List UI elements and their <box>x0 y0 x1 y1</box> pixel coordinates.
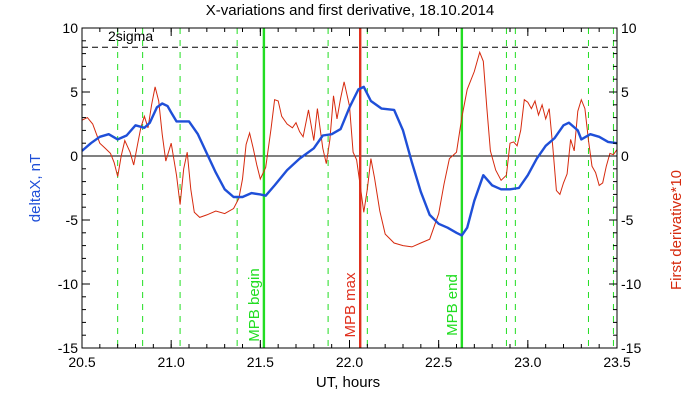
x-tick-label: 21.0 <box>158 354 185 370</box>
x-tick-label: 20.5 <box>68 354 95 370</box>
y-axis-right: -15 -10 -5 0 5 10 <box>609 20 641 356</box>
series-derivative-line <box>81 50 618 248</box>
y-right-tick-label: -5 <box>621 212 634 228</box>
y-right-tick-label: -10 <box>621 276 641 292</box>
threshold-group: 2sigma <box>82 28 617 48</box>
chart-title: X-variations and first derivative, 18.10… <box>206 2 495 19</box>
y-left-tick-label: -15 <box>58 340 78 356</box>
y-right-tick-label: 10 <box>621 20 637 36</box>
y-right-tick-label: 0 <box>621 148 629 164</box>
y-left-tick-label: -10 <box>58 276 78 292</box>
y-right-tick-label: 5 <box>621 84 629 100</box>
y-right-tick-label: -15 <box>621 340 641 356</box>
y-left-tick-label: -5 <box>66 212 79 228</box>
event-label: MPB end <box>444 274 461 336</box>
event-label: MPB begin <box>246 268 263 341</box>
y-axis-left-label: deltaX, nT <box>27 154 44 222</box>
threshold-label: 2sigma <box>108 28 153 44</box>
x-tick-label: 23.0 <box>514 354 541 370</box>
x-tick-label: 23.5 <box>603 354 630 370</box>
x-tick-label: 22.5 <box>425 354 452 370</box>
x-axis-label: UT, hours <box>316 374 380 391</box>
series-deltax-line <box>81 85 618 237</box>
event-labels: MPB begin MPB max MPB end <box>246 268 461 341</box>
event-label: MPB max <box>342 272 359 338</box>
x-tick-label: 21.5 <box>247 354 274 370</box>
y-left-tick-label: 10 <box>62 20 78 36</box>
y-left-tick-label: 0 <box>70 148 78 164</box>
x-tick-label: 22.0 <box>336 354 363 370</box>
y-axis-right-label: First derivative*10 <box>668 170 685 290</box>
y-axis-left: -15 -10 -5 0 5 10 <box>58 20 90 356</box>
y-left-tick-label: 5 <box>70 84 78 100</box>
x-axis: 20.5 21.0 21.5 22.0 22.5 23.0 23.5 <box>68 28 631 370</box>
